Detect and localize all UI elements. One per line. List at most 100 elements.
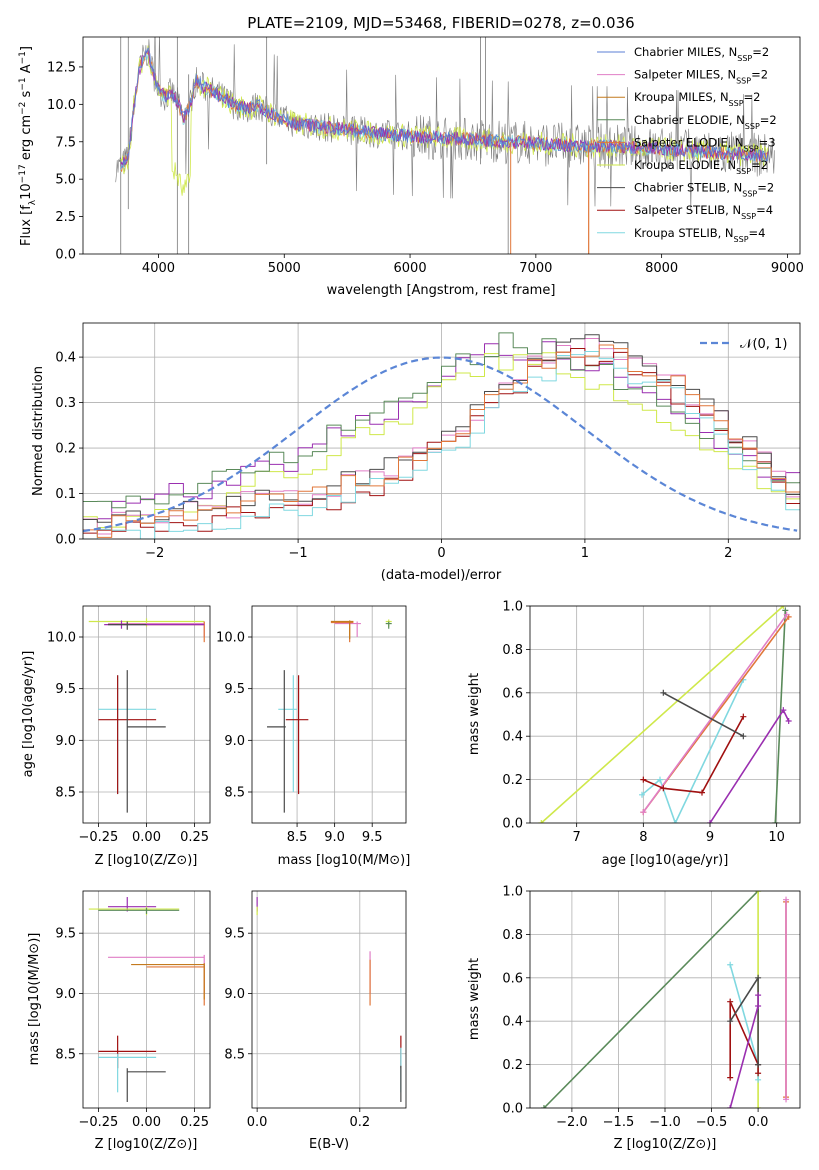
marker xyxy=(727,1074,734,1081)
series-line xyxy=(642,716,745,794)
marker xyxy=(782,607,789,614)
y-axis-label: mass weight xyxy=(467,958,482,1040)
y-tick-label: 9.5 xyxy=(224,682,245,697)
marker xyxy=(660,689,667,696)
y-tick-label: 8.5 xyxy=(224,786,245,801)
grid xyxy=(83,891,210,1108)
marker xyxy=(783,611,790,618)
histogram-step xyxy=(83,344,800,538)
grid xyxy=(530,890,800,1109)
y-axis-label: mass [log10(M/M⊙)] xyxy=(27,933,42,1066)
x-tick-label: 1 xyxy=(581,546,589,561)
marker xyxy=(740,713,747,720)
x-tick-label: −2.0 xyxy=(556,1115,588,1130)
marker xyxy=(780,707,787,714)
plot-age_vs_Z: −0.25 0.00 0.25 8.5 9.0 9.5 10.0 xyxy=(47,605,211,845)
chart-title: PLATE=2109, MJD=53468, FIBERID=0278, z=0… xyxy=(247,14,634,32)
y-tick-label: 0.2 xyxy=(55,442,76,457)
x-tick-label: 0.0 xyxy=(247,1115,268,1130)
legend-entry: Kroupa STELIB, NSSP=4 xyxy=(634,226,765,244)
plot-mass_weight_vs_Z: −2.0 −1.5 −1.0 −0.5 0.0 0.0 0.2 0.4 0.6 0.8 1.0 xyxy=(502,885,801,1130)
plot-mass_weight_vs_age: 7 8 9 10 0.0 0.2 0.4 0.6 0.8 1.0 xyxy=(502,600,801,845)
legend-entry: Kroupa MILES, NSSP=2 xyxy=(634,90,760,108)
axes-frame xyxy=(82,36,801,255)
y-axis-label: Flux [fλ10−17 erg cm−2 s−1 A−1] xyxy=(18,46,38,246)
x-tick-label: 0.0 xyxy=(748,1115,769,1130)
grid xyxy=(252,606,406,823)
y-tick-label: 10.0 xyxy=(47,98,76,113)
y-tick-label: 0.3 xyxy=(55,396,76,411)
plot-area xyxy=(256,897,402,1102)
marker xyxy=(755,1003,762,1010)
x-axis-label: Z [log10(Z/Z⊙)] xyxy=(95,853,198,868)
series-line xyxy=(642,614,788,813)
series-line xyxy=(540,606,784,823)
x-tick-label: −1 xyxy=(289,546,308,561)
plot-residuals: −2 −1 0 1 2 0.0 0.1 0.2 0.3 0.4 xyxy=(55,322,801,561)
series-line xyxy=(774,610,787,823)
marker xyxy=(755,1105,762,1108)
x-tick-label: 9 xyxy=(706,830,714,845)
y-tick-label: 0.6 xyxy=(502,686,523,701)
histogram-step xyxy=(83,332,800,509)
x-axis-label: (data-model)/error xyxy=(381,568,502,583)
marker xyxy=(707,820,713,823)
x-tick-label: 8 xyxy=(639,830,647,845)
x-axis-label: E(B-V) xyxy=(309,1137,349,1152)
legend-entry: Salpeter STELIB, NSSP=4 xyxy=(634,203,773,221)
legend-entry: 𝒩(0, 1) xyxy=(740,337,787,352)
marker xyxy=(538,820,545,823)
marker xyxy=(727,961,734,968)
series-line xyxy=(729,1000,759,1078)
x-tick-label: 7 xyxy=(573,830,581,845)
marker xyxy=(657,776,663,783)
x-tick-label: 8.5 xyxy=(287,830,308,845)
grid xyxy=(252,891,406,1108)
x-axis-label: age [log10(age/yr)] xyxy=(602,853,729,868)
x-tick-label: 5000 xyxy=(268,261,301,276)
x-tick-label: −1.0 xyxy=(649,1115,681,1130)
plot-mass_vs_Z: −0.25 0.00 0.25 8.5 9.0 9.5 xyxy=(55,890,211,1130)
y-tick-label: 9.5 xyxy=(55,927,76,942)
marker xyxy=(740,733,747,740)
y-tick-label: 0.0 xyxy=(502,817,523,832)
y-tick-label: 12.5 xyxy=(47,60,76,75)
y-tick-label: 0.0 xyxy=(502,1102,523,1117)
plot-mass_vs_EBV: 0.0 0.2 8.5 9.0 9.5 xyxy=(224,890,407,1130)
normal-curve xyxy=(83,356,798,533)
series-line xyxy=(543,891,759,1108)
x-tick-label: 4000 xyxy=(142,261,175,276)
marker xyxy=(660,785,667,792)
plot-area xyxy=(88,618,205,813)
y-tick-label: 9.0 xyxy=(224,734,245,749)
x-tick-label: 0.00 xyxy=(132,1115,161,1130)
legend-entry: Salpeter MILES, NSSP=2 xyxy=(634,68,768,86)
y-tick-label: 0.2 xyxy=(502,1058,523,1073)
legend-entry: Chabrier ELODIE, NSSP=2 xyxy=(634,113,777,131)
y-tick-label: 0.2 xyxy=(502,773,523,788)
model-spectrum xyxy=(120,50,769,166)
plot-area xyxy=(267,619,392,813)
marker xyxy=(785,718,792,725)
axes-frame xyxy=(529,890,801,1109)
y-tick-label: 1.0 xyxy=(502,885,523,900)
x-tick-label: −0.5 xyxy=(696,1115,728,1130)
x-tick-label: 0.2 xyxy=(349,1115,370,1130)
marker xyxy=(755,1061,762,1068)
grid xyxy=(530,605,800,824)
y-tick-label: 9.5 xyxy=(55,682,76,697)
marker xyxy=(639,791,645,798)
x-tick-label: −0.25 xyxy=(78,830,118,845)
y-tick-label: 10.0 xyxy=(47,631,76,646)
y-tick-label: 8.5 xyxy=(55,786,76,801)
x-tick-label: 0 xyxy=(437,546,445,561)
y-tick-label: 9.0 xyxy=(224,987,245,1002)
marker xyxy=(727,998,734,1005)
legend-entry: Salpeter ELODIE, NSSP=3 xyxy=(634,135,776,153)
y-tick-label: 1.0 xyxy=(502,600,523,615)
x-axis-label: mass [log10(M/M⊙)] xyxy=(278,853,411,868)
plot-spectrum: 4000 5000 6000 7000 8000 9000 0.0 2.5 5.0 7.5 10.0… xyxy=(47,36,804,276)
y-tick-label: 10.0 xyxy=(216,631,245,646)
legend-entry: Chabrier MILES, NSSP=2 xyxy=(634,45,769,63)
